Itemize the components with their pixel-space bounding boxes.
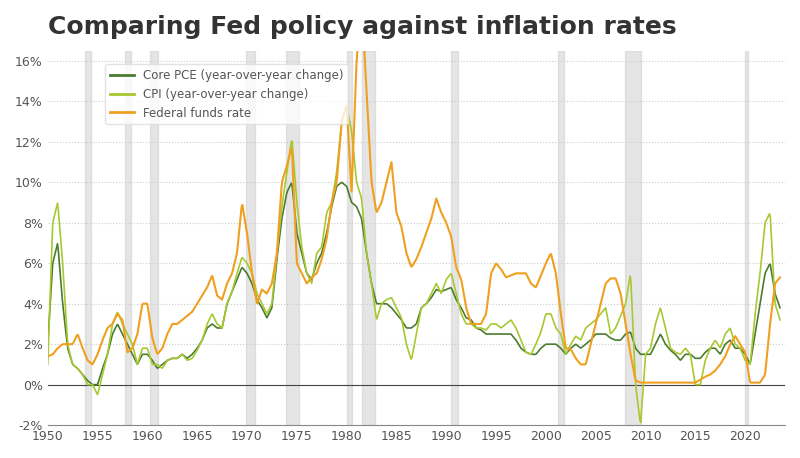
CPI (year-over-year change) [43, 362, 53, 367]
CPI (year-over-year change) [677, 350, 686, 356]
Line: Core PCE (year-over-year change): Core PCE (year-over-year change) [48, 182, 780, 385]
Federal funds rate [636, 380, 646, 385]
Bar [246, 51, 255, 425]
Bar [346, 51, 352, 425]
Text: Comparing Fed policy against inflation rates: Comparing Fed policy against inflation r… [48, 15, 676, 39]
Federal funds rate [356, 10, 366, 16]
Federal funds rate [677, 380, 686, 385]
Legend: Core PCE (year-over-year change), CPI (year-over-year change), Federal funds rat: Core PCE (year-over-year change), CPI (y… [106, 64, 348, 124]
Bar [625, 51, 641, 425]
Core PCE (year-over-year change) [596, 331, 606, 337]
Bar [451, 51, 458, 425]
Core PCE (year-over-year change) [234, 272, 244, 277]
Core PCE (year-over-year change) [566, 346, 575, 351]
CPI (year-over-year change) [357, 195, 366, 201]
Core PCE (year-over-year change) [775, 305, 785, 311]
Bar [362, 51, 375, 425]
Federal funds rate [122, 349, 132, 355]
CPI (year-over-year change) [342, 103, 351, 109]
Core PCE (year-over-year change) [358, 220, 367, 225]
Federal funds rate [565, 346, 574, 352]
CPI (year-over-year change) [595, 312, 605, 317]
Bar [150, 51, 158, 425]
Federal funds rate [43, 354, 53, 359]
Federal funds rate [357, 0, 366, 5]
CPI (year-over-year change) [775, 317, 785, 322]
Bar [745, 51, 749, 425]
CPI (year-over-year change) [565, 344, 574, 349]
CPI (year-over-year change) [122, 332, 132, 337]
Core PCE (year-over-year change) [677, 356, 686, 362]
Core PCE (year-over-year change) [43, 341, 53, 347]
Federal funds rate [595, 304, 605, 309]
Bar [85, 51, 91, 425]
Core PCE (year-over-year change) [123, 344, 133, 349]
Bar [286, 51, 298, 425]
Line: CPI (year-over-year change): CPI (year-over-year change) [48, 106, 780, 422]
Core PCE (year-over-year change) [89, 382, 98, 387]
Line: Federal funds rate: Federal funds rate [48, 3, 780, 382]
Federal funds rate [775, 275, 785, 280]
Federal funds rate [234, 237, 243, 243]
Bar [558, 51, 564, 425]
Core PCE (year-over-year change) [337, 180, 346, 185]
Bar [125, 51, 130, 425]
CPI (year-over-year change) [234, 266, 243, 272]
CPI (year-over-year change) [636, 420, 646, 425]
